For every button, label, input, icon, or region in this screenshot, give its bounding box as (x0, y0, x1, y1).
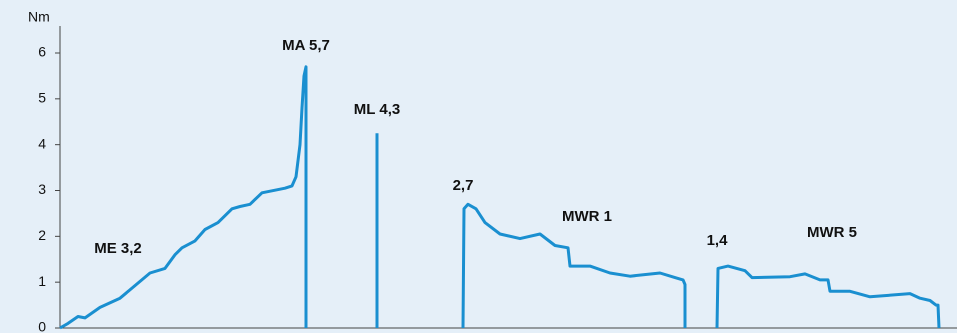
y-axis-label: Nm (28, 9, 50, 25)
line-series (59, 65, 941, 330)
annotation: MWR 5 (807, 224, 857, 241)
annotation: ML 4,3 (354, 101, 400, 118)
annotation: 2,7 (453, 177, 474, 194)
annotation: MWR 1 (562, 208, 612, 225)
y-tick-label: 1 (38, 273, 46, 289)
annotation: ME 3,2 (94, 240, 142, 257)
y-tick-label: 6 (38, 44, 46, 60)
annotation: 1,4 (707, 232, 729, 249)
y-tick-label: 0 (38, 319, 46, 333)
y-tick-label: 5 (38, 90, 46, 106)
y-tick-label: 2 (38, 227, 46, 243)
y-tick-label: 3 (38, 181, 46, 197)
y-tick-label: 4 (38, 135, 46, 151)
annotation: MA 5,7 (282, 37, 330, 54)
